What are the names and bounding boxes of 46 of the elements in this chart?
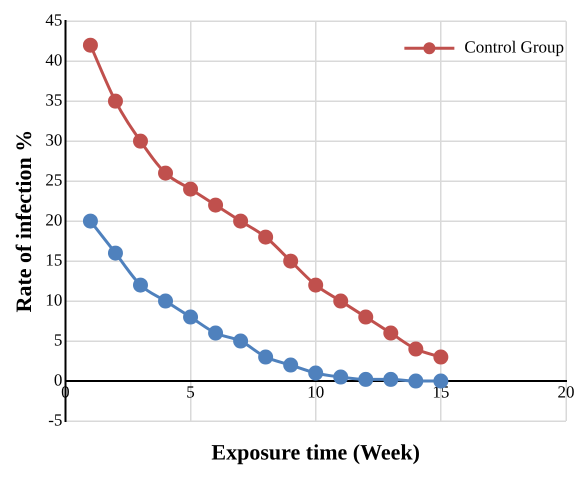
legend-label: Control Group <box>464 38 564 57</box>
point <box>433 350 448 365</box>
point <box>82 214 98 229</box>
point <box>183 182 198 197</box>
point <box>333 370 348 385</box>
point <box>408 342 424 357</box>
point <box>158 166 174 181</box>
y-tick-label: 40 <box>45 50 62 70</box>
point <box>358 372 374 387</box>
y-tick-label: 35 <box>45 90 62 110</box>
x-tick-label: 5 <box>186 382 195 402</box>
y-tick-label: 5 <box>54 330 62 350</box>
y-tick-label: 0 <box>54 370 62 390</box>
point <box>208 198 224 213</box>
point <box>383 372 398 387</box>
point <box>283 358 298 373</box>
y-tick-label: 20 <box>45 210 62 230</box>
y-tick-label: 30 <box>45 130 62 150</box>
point <box>132 134 148 149</box>
point <box>208 326 224 341</box>
y-axis-title: Rate of infection % <box>10 130 36 312</box>
y-tick-label: 25 <box>45 170 62 190</box>
y-tick-label: 15 <box>45 250 62 270</box>
y-tick-label: -5 <box>48 410 62 430</box>
y-tick-label: 45 <box>45 10 62 30</box>
point <box>158 294 174 309</box>
point <box>82 38 98 53</box>
x-axis-title: Exposure time (Week) <box>211 440 420 465</box>
point <box>233 214 248 229</box>
x-tick-label: 10 <box>307 382 324 402</box>
point <box>108 94 123 109</box>
point <box>358 310 374 325</box>
point <box>183 310 198 325</box>
point <box>408 374 424 389</box>
point <box>308 278 324 293</box>
y-tick-label: 10 <box>45 290 62 310</box>
x-tick-label: 20 <box>558 382 574 402</box>
point <box>233 334 248 349</box>
point <box>258 230 274 245</box>
point <box>258 350 274 365</box>
point <box>283 254 298 269</box>
point <box>132 278 148 293</box>
point <box>308 366 324 381</box>
point <box>333 294 348 309</box>
point <box>383 326 398 341</box>
point <box>108 246 123 261</box>
